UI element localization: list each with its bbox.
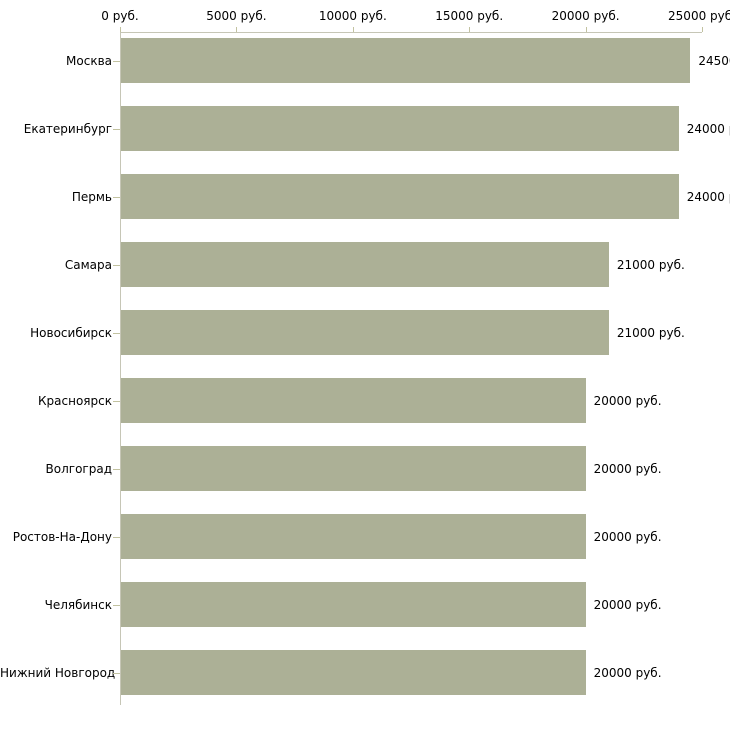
bar (121, 38, 691, 83)
category-label: Москва (66, 53, 112, 68)
category-tick-mark (113, 536, 120, 538)
value-label: 24500 руб. (698, 53, 730, 68)
category-label: Волгоград (45, 461, 112, 476)
x-axis-tick-mark (469, 27, 471, 32)
value-label: 20000 руб. (593, 597, 662, 612)
category-tick-mark (113, 672, 120, 674)
bar (121, 650, 586, 695)
bar (121, 174, 679, 219)
category-tick-mark (113, 264, 120, 266)
category-label: Ростов-На-Дону (12, 529, 112, 544)
x-axis-tick-label: 15000 руб. (435, 9, 504, 23)
category-tick-mark (113, 128, 120, 130)
category-label: Самара (64, 257, 112, 272)
category-tick-mark (113, 196, 120, 198)
value-label: 20000 руб. (593, 393, 662, 408)
bar (121, 446, 586, 491)
category-label: Новосибирск (30, 325, 112, 340)
value-label: 24000 руб. (686, 189, 730, 204)
x-axis-tick-label: 0 руб. (101, 9, 139, 23)
value-label: 24000 руб. (686, 121, 730, 136)
bar (121, 106, 679, 151)
category-tick-mark (113, 332, 120, 334)
category-tick-mark (113, 604, 120, 606)
x-axis-tick-mark (236, 27, 238, 32)
x-axis-tick-label: 10000 руб. (318, 9, 387, 23)
bar (121, 242, 609, 287)
value-label: 20000 руб. (593, 665, 662, 680)
category-tick-mark (113, 60, 120, 62)
category-label: Пермь (71, 189, 112, 204)
y-axis-line (120, 32, 121, 705)
bar (121, 310, 609, 355)
category-tick-mark (113, 400, 120, 402)
x-axis-tick-mark (585, 27, 587, 32)
value-label: 20000 руб. (593, 461, 662, 476)
category-tick-mark (113, 468, 120, 470)
category-label: Екатеринбург (23, 121, 112, 136)
category-label: Нижний Новгород (0, 665, 116, 680)
x-axis-tick-label: 5000 руб. (206, 9, 267, 23)
bar (121, 514, 586, 559)
x-axis-tick-mark (352, 27, 354, 32)
value-label: 21000 руб. (616, 257, 685, 272)
value-label: 21000 руб. (616, 325, 685, 340)
bar (121, 582, 586, 627)
x-axis-tick-mark (702, 27, 703, 32)
x-axis-tick-mark (120, 27, 121, 32)
x-axis-line (120, 32, 702, 33)
category-label: Челябинск (44, 597, 112, 612)
category-label: Красноярск (38, 393, 112, 408)
x-axis-tick-label: 25000 руб. (668, 9, 730, 23)
bar (121, 378, 586, 423)
x-axis-tick-label: 20000 руб. (551, 9, 620, 23)
value-label: 20000 руб. (593, 529, 662, 544)
